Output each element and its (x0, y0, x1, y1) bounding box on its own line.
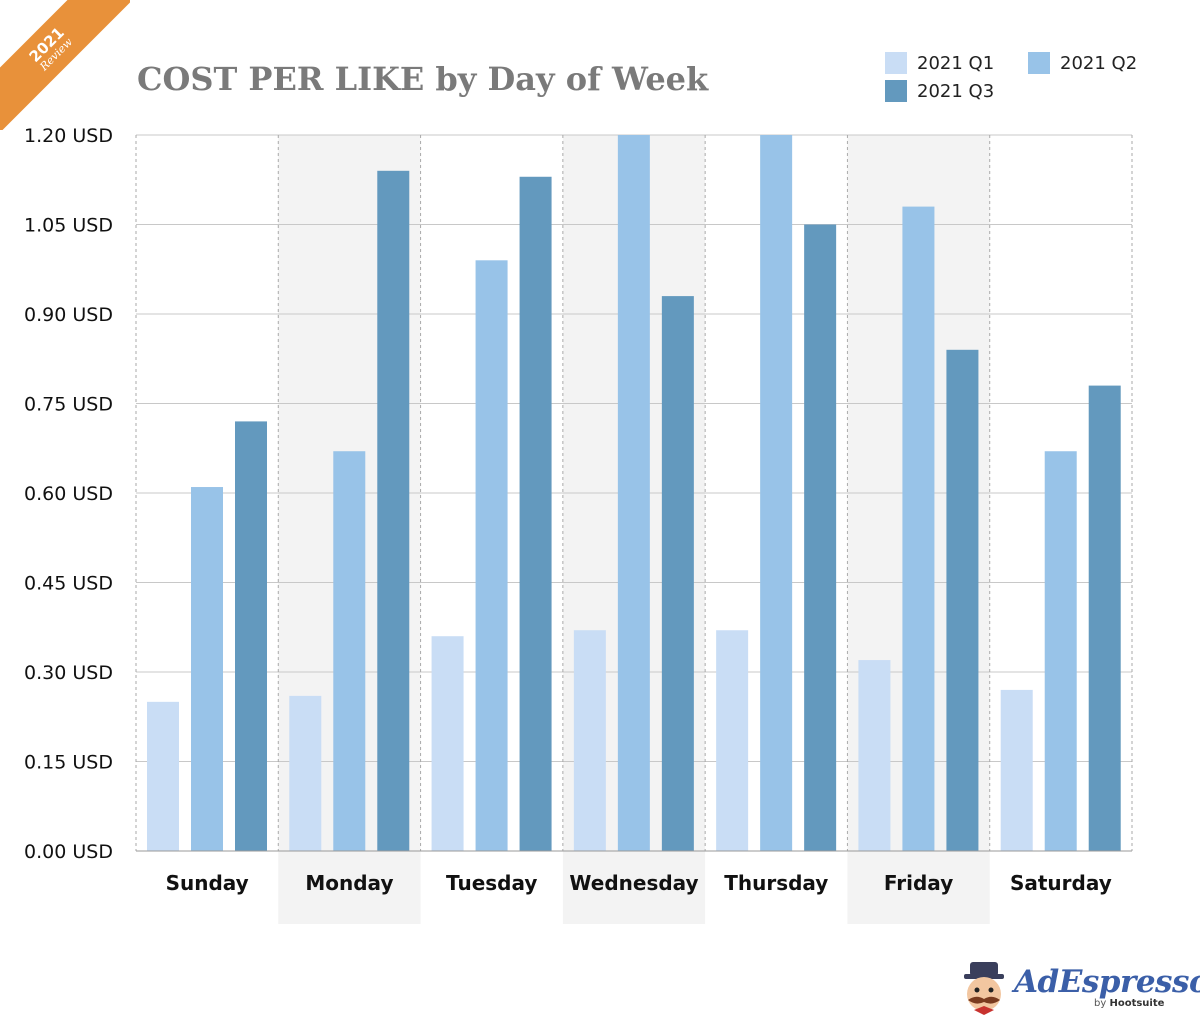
y-tick-label-3: 0.45 USD (24, 573, 113, 595)
legend-swatch-q2 (1028, 52, 1050, 74)
adespresso-logo: AdEspresso by Hootsuite (958, 960, 1200, 1020)
chart-title: COST PER LIKE by Day of Week (137, 60, 709, 98)
bar-friday-2021-q2 (902, 206, 935, 852)
y-tick-label-8: 1.20 USD (24, 125, 113, 147)
bar-wednesday-2021-q2 (617, 135, 650, 851)
x-tick-label-monday: Monday (305, 871, 393, 895)
logo-byline: by Hootsuite (1094, 998, 1164, 1009)
legend-item-q3: 2021 Q3 (885, 80, 994, 102)
logo-company: Hootsuite (1109, 998, 1165, 1009)
mascot-icon (964, 962, 1004, 1015)
legend-label-q3: 2021 Q3 (917, 80, 995, 102)
chart-legend: 2021 Q1 2021 Q2 2021 Q3 (885, 50, 1185, 110)
bar-tuesday-2021-q2 (475, 260, 508, 851)
y-tick-label-1: 0.15 USD (24, 752, 113, 774)
x-tick-label-tuesday: Tuesday (446, 871, 537, 895)
legend-swatch-q1 (885, 52, 907, 74)
logo-wordmark: AdEspresso (1014, 964, 1200, 1000)
bar-monday-2021-q3 (377, 170, 410, 852)
bar-tuesday-2021-q1 (431, 636, 464, 851)
bar-saturday-2021-q2 (1044, 451, 1077, 851)
bar-sunday-2021-q1 (147, 701, 179, 851)
y-tick-label-7: 1.05 USD (24, 215, 113, 237)
bar-tuesday-2021-q3 (519, 176, 552, 851)
legend-label-q1: 2021 Q1 (917, 52, 995, 74)
bar-sunday-2021-q2 (191, 487, 223, 851)
bar-sunday-2021-q3 (235, 421, 267, 851)
x-tick-label-wednesday: Wednesday (569, 871, 698, 895)
badge-ribbon: 2021 Review (0, 0, 130, 130)
bar-saturday-2021-q3 (1088, 385, 1121, 851)
bar-saturday-2021-q1 (1000, 689, 1033, 851)
y-tick-label-6: 0.90 USD (24, 304, 113, 326)
review-badge: 2021 Review (0, 0, 130, 130)
bar-wednesday-2021-q3 (661, 296, 694, 852)
x-tick-label-sunday: Sunday (166, 871, 249, 895)
legend-label-q2: 2021 Q2 (1060, 52, 1138, 74)
legend-swatch-q3 (885, 80, 907, 102)
x-tick-label-friday: Friday (884, 871, 953, 895)
logo-by-text: by (1094, 998, 1107, 1009)
bar-thursday-2021-q1 (716, 630, 749, 851)
x-tick-label-thursday: Thursday (724, 871, 828, 895)
bar-monday-2021-q2 (333, 451, 366, 851)
bar-wednesday-2021-q1 (573, 630, 606, 851)
legend-item-q2: 2021 Q2 (1028, 52, 1137, 74)
bar-friday-2021-q3 (946, 349, 979, 851)
bar-friday-2021-q1 (858, 660, 891, 851)
bar-thursday-2021-q3 (804, 224, 837, 851)
y-tick-label-2: 0.30 USD (24, 662, 113, 684)
y-tick-label-0: 0.00 USD (24, 841, 113, 863)
legend-item-q1: 2021 Q1 (885, 52, 994, 74)
bar-thursday-2021-q2 (760, 135, 793, 851)
x-tick-label-saturday: Saturday (1010, 871, 1112, 895)
y-tick-label-4: 0.60 USD (24, 483, 113, 505)
y-tick-label-5: 0.75 USD (24, 394, 113, 416)
bar-monday-2021-q1 (289, 695, 322, 851)
